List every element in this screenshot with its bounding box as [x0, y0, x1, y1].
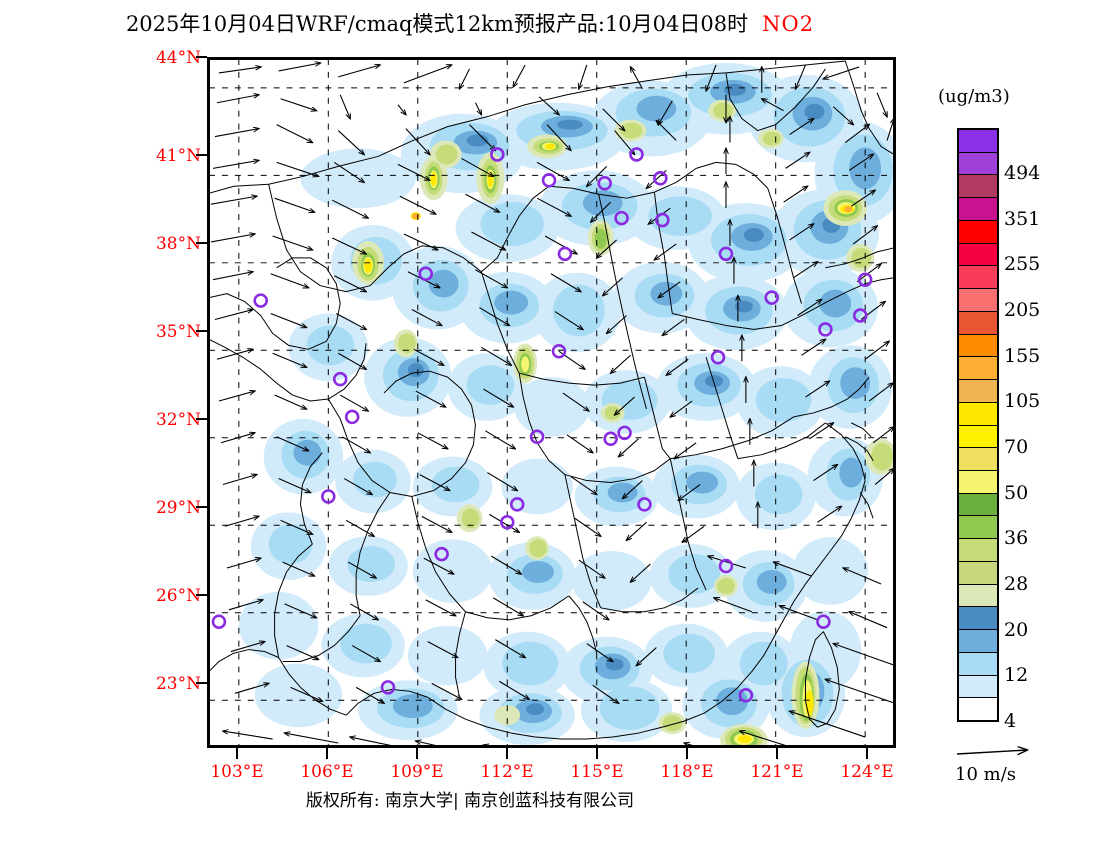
colorbar-band [959, 198, 997, 221]
colorbar-band [959, 130, 997, 153]
colorbar-unit-label: (ug/m3) [938, 86, 1010, 107]
lon-tick-106E: 106°E [300, 762, 354, 782]
colorbar-tick: 494 [1004, 162, 1041, 184]
lat-tick-26N: 26°N [155, 586, 201, 606]
colorbar-band [959, 652, 997, 676]
colorbar-tick: 4 [1004, 710, 1017, 732]
colorbar-band [959, 266, 997, 290]
page-title: 2025年10月04日WRF/cmaq模式12km预报产品:10月04日08时 N… [0, 8, 940, 38]
lon-tick-124E: 124°E [840, 762, 894, 782]
colorbar-band [959, 539, 997, 562]
colorbar-band [959, 380, 997, 403]
colorbar-band [959, 425, 997, 449]
colorbar-tick: 70 [1004, 436, 1029, 458]
map-plot-area[interactable] [207, 57, 896, 748]
colorbar-tick: 351 [1004, 208, 1041, 230]
colorbar-band [959, 493, 997, 517]
colorbar-band [959, 448, 997, 472]
lat-tick-29N: 29°N [155, 498, 201, 518]
colorbar-band [959, 471, 997, 494]
lon-tick-103E: 103°E [210, 762, 264, 782]
colorbar-band [959, 357, 997, 381]
lat-tick-35N: 35°N [155, 322, 201, 342]
colorbar-band [959, 243, 997, 267]
lon-tick-115E: 115°E [570, 762, 624, 782]
lon-tick-121E: 121°E [750, 762, 804, 782]
colorbar-tick: 50 [1004, 482, 1029, 504]
wind-scale-legend: 10 m/s [955, 744, 1085, 790]
wind-scale-label: 10 m/s [955, 764, 1016, 785]
colorbar-band [959, 561, 997, 585]
lat-tick-38N: 38°N [155, 234, 201, 254]
lat-tick-23N: 23°N [155, 674, 201, 694]
lon-tick-112E: 112°E [480, 762, 534, 782]
colorbar-band [959, 698, 997, 721]
colorbar-tick: 36 [1004, 527, 1029, 549]
colorbar-tick: 255 [1004, 253, 1041, 275]
title-species-label: NO2 [762, 12, 815, 36]
colorbar [957, 128, 999, 722]
colorbar-band [959, 607, 997, 631]
colorbar-band [959, 334, 997, 358]
title-text: 2025年10月04日WRF/cmaq模式12km预报产品:10月04日08时 [125, 12, 749, 36]
colorbar-band [959, 311, 997, 335]
colorbar-band [959, 675, 997, 699]
map-canvas [209, 59, 894, 746]
lon-tick-109E: 109°E [390, 762, 444, 782]
colorbar-band [959, 152, 997, 176]
colorbar-tick: 105 [1004, 390, 1041, 412]
colorbar-band [959, 402, 997, 426]
colorbar-tick: 12 [1004, 664, 1029, 686]
lat-tick-44N: 44°N [155, 48, 201, 68]
copyright-text: 版权所有: 南京大学| 南京创蓝科技有限公司 [305, 791, 635, 811]
colorbar-tick: 28 [1004, 573, 1029, 595]
colorbar-tick: 205 [1004, 299, 1041, 321]
colorbar-band [959, 630, 997, 653]
colorbar-tick: 20 [1004, 619, 1029, 641]
lat-tick-32N: 32°N [155, 410, 201, 430]
colorbar-tick-labels: 494 351 255 205 155 105 70 50 36 28 20 1… [1004, 128, 1094, 732]
colorbar-band [959, 175, 997, 199]
colorbar-band [959, 516, 997, 540]
colorbar-band [959, 584, 997, 608]
colorbar-tick: 155 [1004, 345, 1041, 367]
colorbar-band [959, 220, 997, 244]
colorbar-band [959, 289, 997, 312]
wind-scale-arrow-icon [956, 744, 1075, 764]
lon-tick-118E: 118°E [660, 762, 714, 782]
lat-tick-41N: 41°N [155, 146, 201, 166]
